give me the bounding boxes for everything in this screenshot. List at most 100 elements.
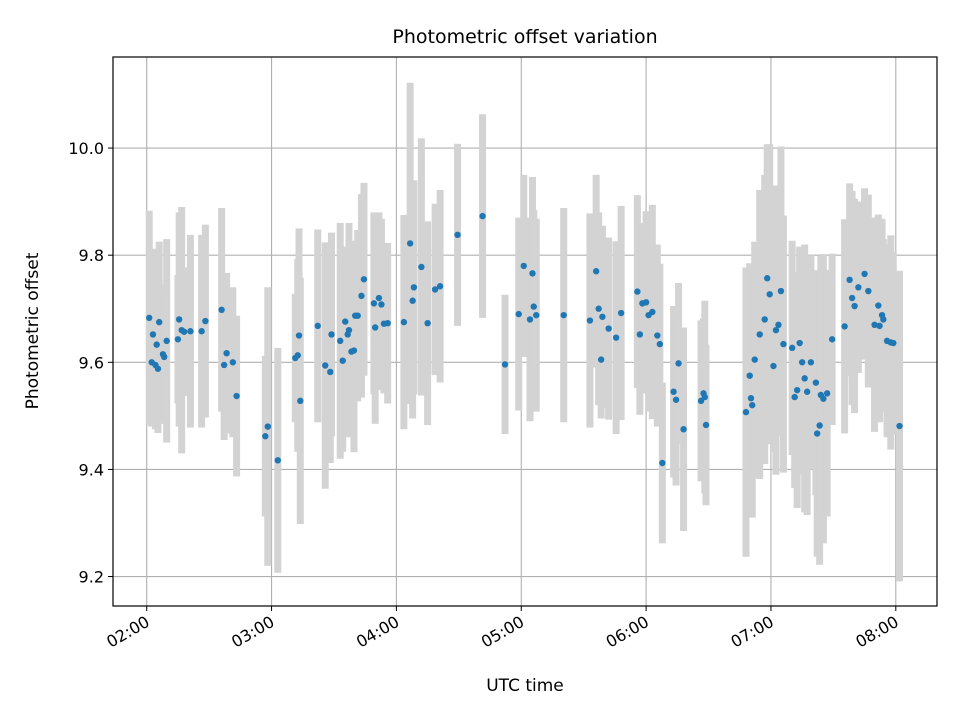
data-point (174, 336, 182, 343)
data-point (431, 286, 439, 293)
data-point (163, 337, 170, 345)
data-point (220, 361, 228, 369)
data-point (813, 430, 821, 437)
y-tick-label: 9.2 (79, 568, 104, 587)
y-axis-ticks: 9.2 9.4 9.6 9.8 10.0 (68, 139, 113, 587)
data-point (675, 360, 682, 367)
data-point (599, 313, 606, 320)
data-point (342, 318, 349, 325)
data-point (803, 388, 811, 395)
data-point (780, 340, 787, 348)
data-point (642, 299, 650, 306)
data-point (262, 433, 269, 440)
data-point (597, 356, 605, 363)
data-point (749, 401, 756, 409)
data-point (896, 422, 903, 430)
data-point (742, 408, 750, 416)
data-point (793, 386, 801, 394)
data-point (322, 362, 329, 369)
data-point (680, 426, 687, 433)
data-point (659, 459, 666, 467)
data-point (823, 390, 831, 397)
data-point (180, 328, 188, 335)
plot-frame (112, 56, 938, 607)
data-point (501, 361, 509, 368)
data-point (560, 311, 567, 319)
data-point (345, 326, 353, 334)
data-point (295, 332, 303, 339)
data-point (770, 362, 777, 370)
data-point (175, 316, 183, 323)
data-point (418, 263, 425, 271)
data-point (187, 328, 194, 335)
data-point (746, 372, 753, 379)
data-point (360, 276, 368, 283)
data-point (612, 334, 620, 341)
data-point (876, 322, 883, 330)
data-point (371, 324, 379, 331)
data-point (424, 319, 431, 327)
y-tick-label: 9.6 (79, 353, 104, 372)
data-point (592, 268, 600, 275)
data-points (146, 212, 903, 467)
data-point (798, 359, 806, 366)
y-axis-label: Photometric offset (23, 252, 43, 409)
data-point (229, 359, 237, 366)
data-point (327, 368, 334, 376)
data-point (400, 318, 408, 326)
data-point (294, 352, 301, 359)
data-point (146, 314, 153, 322)
data-point (777, 287, 785, 295)
data-point (274, 457, 281, 464)
data-point (155, 318, 163, 326)
data-point (751, 356, 758, 363)
data-point (855, 284, 862, 291)
data-point (649, 308, 656, 316)
data-point (871, 321, 878, 329)
data-point (865, 287, 872, 295)
data-point (670, 388, 677, 395)
data-point (533, 311, 540, 319)
data-point (520, 262, 527, 270)
data-point (807, 359, 815, 366)
data-point (409, 297, 416, 304)
data-point (586, 317, 594, 324)
data-point (314, 322, 321, 330)
data-point (634, 288, 641, 295)
x-axis-label: UTC time (486, 676, 564, 696)
data-point (747, 394, 755, 402)
data-point (672, 396, 680, 403)
data-point (154, 365, 162, 372)
data-point (820, 395, 827, 402)
data-point (654, 332, 661, 339)
data-point (354, 312, 361, 319)
data-point (890, 339, 897, 347)
data-point (801, 375, 808, 382)
data-point (775, 321, 782, 329)
data-point (264, 423, 272, 430)
data-point (841, 323, 848, 330)
data-point (788, 344, 796, 352)
data-point (766, 291, 773, 298)
data-point (153, 341, 160, 348)
data-point (410, 284, 418, 291)
y-tick-label: 9.4 (79, 460, 104, 479)
data-point (529, 270, 536, 277)
data-point (384, 319, 391, 327)
data-point (636, 331, 644, 338)
data-point (526, 316, 534, 323)
data-point (595, 305, 602, 312)
data-point (828, 336, 836, 343)
data-point (605, 325, 612, 332)
y-tick-label: 9.8 (79, 246, 104, 265)
data-point (791, 393, 798, 401)
data-point (861, 270, 868, 278)
data-point (761, 316, 768, 323)
data-point (350, 347, 358, 354)
data-point (816, 422, 823, 429)
data-point (454, 231, 461, 239)
data-point (515, 310, 522, 318)
data-point (701, 393, 708, 401)
data-point (772, 326, 780, 334)
